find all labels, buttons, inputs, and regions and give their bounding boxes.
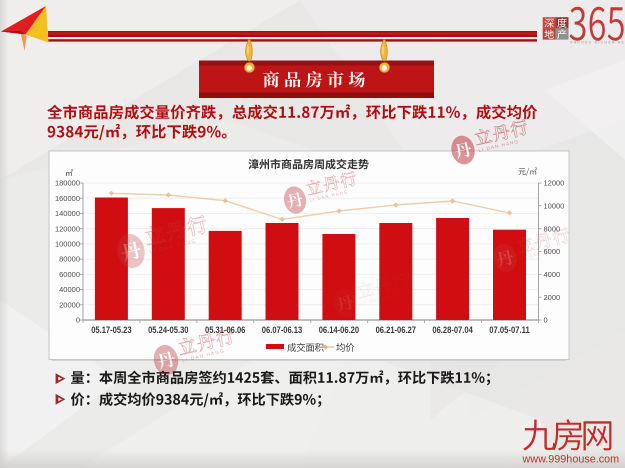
svg-text:07.05-07.11: 07.05-07.11 (489, 325, 529, 335)
svg-text:05.31-06.06: 05.31-06.06 (205, 325, 245, 335)
svg-text:0: 0 (76, 316, 80, 325)
svg-text:www.999house.com: www.999house.com (522, 454, 620, 466)
svg-text:06.28-07.04: 06.28-07.04 (432, 325, 472, 335)
svg-text:20000: 20000 (59, 300, 80, 309)
svg-text:SHENDU DICHAN NET: SHENDU DICHAN NET (570, 41, 625, 45)
svg-text:12000: 12000 (544, 179, 565, 188)
svg-text:4000: 4000 (544, 270, 561, 279)
svg-text:180000: 180000 (55, 179, 80, 188)
svg-text:0: 0 (544, 316, 548, 325)
svg-text:140000: 140000 (55, 209, 80, 218)
svg-text:06.14-06.20: 06.14-06.20 (319, 325, 359, 335)
svg-text:05.24-05.30: 05.24-05.30 (148, 325, 188, 335)
svg-text:60000: 60000 (59, 270, 80, 279)
svg-text:06.21-06.27: 06.21-06.27 (376, 325, 416, 335)
svg-text:05.17-05.23: 05.17-05.23 (91, 325, 131, 335)
svg-text:2000: 2000 (544, 293, 561, 302)
svg-text:40000: 40000 (59, 285, 80, 294)
svg-text:06.07-06.13: 06.07-06.13 (262, 325, 302, 335)
svg-text:100000: 100000 (55, 240, 80, 249)
svg-text:120000: 120000 (55, 224, 80, 233)
svg-text:8000: 8000 (544, 224, 561, 233)
svg-text:160000: 160000 (55, 194, 80, 203)
svg-text:80000: 80000 (59, 255, 80, 264)
svg-text:10000: 10000 (544, 201, 565, 210)
